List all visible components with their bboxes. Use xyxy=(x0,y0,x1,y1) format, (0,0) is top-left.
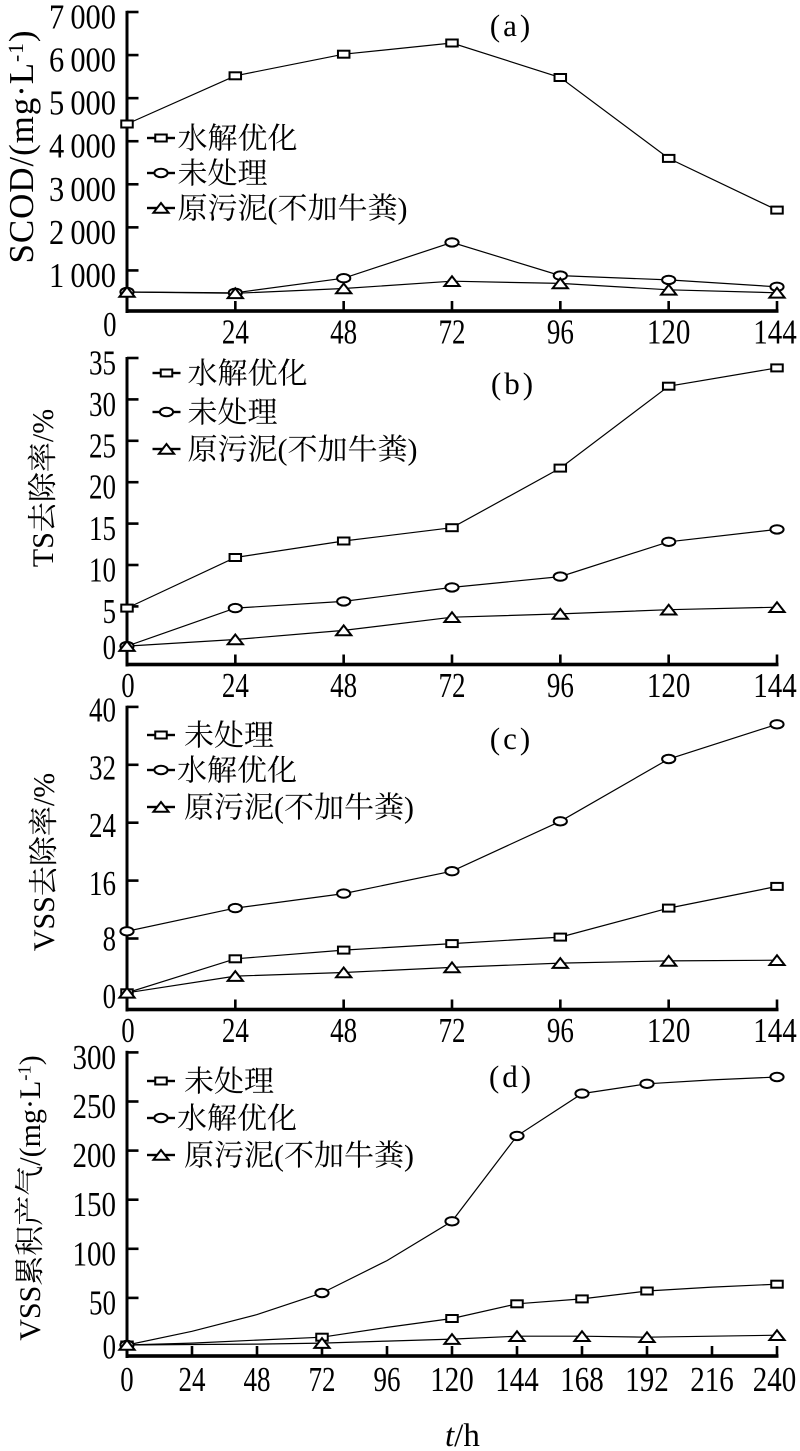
svg-text:24: 24 xyxy=(222,313,249,352)
svg-text:96: 96 xyxy=(547,666,574,705)
svg-text:35: 35 xyxy=(89,344,116,383)
svg-text:240: 240 xyxy=(753,1360,797,1399)
svg-text:150: 150 xyxy=(73,1185,117,1224)
svg-text:7 000: 7 000 xyxy=(49,0,116,37)
svg-text:192: 192 xyxy=(625,1360,669,1399)
svg-text:120: 120 xyxy=(647,313,691,352)
svg-text:5 000: 5 000 xyxy=(49,84,116,123)
svg-text:144: 144 xyxy=(753,1011,797,1050)
svg-text:1 000: 1 000 xyxy=(49,256,116,295)
svg-text:72: 72 xyxy=(309,1360,336,1399)
svg-text:0: 0 xyxy=(121,1011,134,1050)
svg-text:0: 0 xyxy=(103,977,116,1016)
svg-text:4 000: 4 000 xyxy=(49,127,116,166)
svg-text:6 000: 6 000 xyxy=(49,41,116,80)
svg-text:144: 144 xyxy=(753,666,797,705)
svg-text:48: 48 xyxy=(330,666,357,705)
svg-text:25: 25 xyxy=(89,426,116,465)
svg-text:24: 24 xyxy=(222,1011,249,1050)
svg-text:48: 48 xyxy=(330,313,357,352)
svg-text:120: 120 xyxy=(647,666,691,705)
svg-text:250: 250 xyxy=(73,1087,117,1126)
svg-text:100: 100 xyxy=(73,1234,117,1273)
svg-text:96: 96 xyxy=(547,1011,574,1050)
svg-text:24: 24 xyxy=(179,1360,206,1399)
svg-text:48: 48 xyxy=(330,1011,357,1050)
svg-text:20: 20 xyxy=(89,468,116,507)
svg-text:10: 10 xyxy=(89,551,116,590)
svg-text:24: 24 xyxy=(89,806,116,845)
svg-text:0: 0 xyxy=(103,305,116,344)
svg-text:72: 72 xyxy=(439,666,466,705)
svg-text:200: 200 xyxy=(73,1136,117,1175)
svg-text:5: 5 xyxy=(103,592,116,631)
svg-text:72: 72 xyxy=(439,313,466,352)
svg-text:3 000: 3 000 xyxy=(49,170,116,209)
svg-text:0: 0 xyxy=(121,666,134,705)
svg-text:15: 15 xyxy=(89,509,116,548)
svg-text:50: 50 xyxy=(89,1283,116,1322)
svg-text:72: 72 xyxy=(439,1011,466,1050)
svg-text:0: 0 xyxy=(103,1328,116,1367)
svg-text:t/h: t/h xyxy=(445,1418,480,1451)
svg-text:120: 120 xyxy=(430,1360,474,1399)
svg-text:144: 144 xyxy=(495,1360,539,1399)
svg-text:216: 216 xyxy=(690,1360,734,1399)
svg-text:120: 120 xyxy=(647,1011,691,1050)
svg-text:30: 30 xyxy=(89,385,116,424)
svg-text:32: 32 xyxy=(89,748,116,787)
svg-text:48: 48 xyxy=(244,1360,271,1399)
svg-text:40: 40 xyxy=(89,690,116,729)
svg-text:16: 16 xyxy=(89,864,116,903)
svg-text:2 000: 2 000 xyxy=(49,213,116,252)
svg-text:96: 96 xyxy=(374,1360,401,1399)
svg-text:144: 144 xyxy=(753,313,797,352)
svg-text:24: 24 xyxy=(222,666,249,705)
svg-text:300: 300 xyxy=(73,1038,117,1077)
svg-text:0: 0 xyxy=(103,628,116,667)
svg-text:0: 0 xyxy=(120,1360,133,1399)
svg-text:8: 8 xyxy=(103,920,116,959)
svg-text:96: 96 xyxy=(547,313,574,352)
svg-text:168: 168 xyxy=(560,1360,604,1399)
